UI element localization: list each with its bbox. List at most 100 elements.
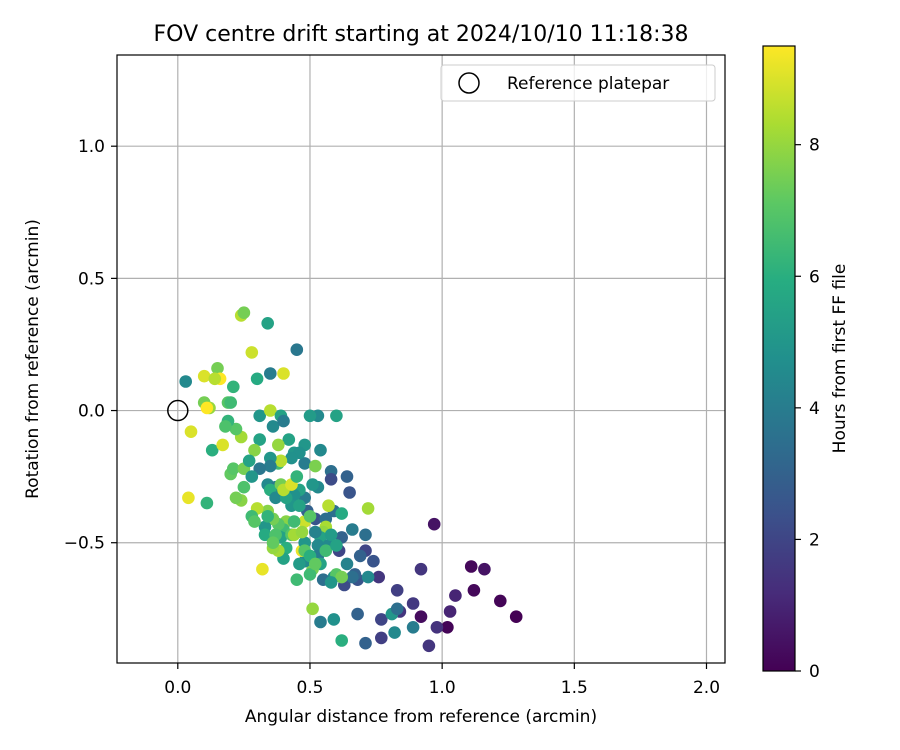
data-point — [264, 367, 277, 380]
data-point — [293, 499, 306, 512]
y-tick-label: −0.5 — [64, 534, 105, 554]
chart-title: FOV centre drift starting at 2024/10/10 … — [154, 22, 689, 47]
data-point — [303, 409, 317, 423]
data-point — [324, 473, 338, 486]
y-tick-label: 0.5 — [78, 269, 105, 289]
x-tick-label: 0.0 — [164, 678, 191, 698]
data-point — [245, 346, 259, 359]
data-point — [258, 528, 272, 542]
data-point — [256, 562, 269, 576]
data-point — [261, 317, 275, 330]
data-point — [309, 525, 322, 539]
data-point — [303, 510, 317, 523]
x-axis-ticks: 0.0 0.5 1.0 1.5 2.0 — [164, 663, 720, 698]
data-point — [295, 525, 309, 539]
data-point — [414, 562, 428, 576]
data-point — [478, 562, 491, 576]
data-point — [441, 621, 454, 634]
data-point — [211, 362, 224, 375]
data-point — [324, 576, 338, 589]
legend: Reference platepar — [440, 64, 716, 102]
data-point — [390, 584, 404, 597]
data-point — [208, 372, 222, 386]
data-point — [388, 626, 401, 639]
data-point — [277, 367, 290, 380]
colorbar-tick-label: 6 — [809, 267, 820, 287]
data-point — [227, 380, 240, 394]
data-point — [303, 568, 317, 581]
data-point — [245, 470, 259, 483]
data-point — [253, 409, 266, 423]
colorbar-ticks: 0 2 4 6 8 — [795, 136, 820, 682]
data-point — [309, 557, 322, 571]
data-point — [285, 451, 298, 465]
y-axis-label: Rotation from reference (arcmin) — [23, 219, 43, 499]
data-point — [237, 480, 251, 494]
data-point — [229, 491, 243, 505]
data-point — [264, 459, 277, 473]
data-point — [375, 631, 388, 645]
x-tick-label: 2.0 — [693, 678, 720, 698]
data-point — [290, 573, 304, 586]
data-point — [184, 425, 198, 439]
data-point — [293, 557, 306, 571]
data-point — [414, 610, 428, 623]
data-point — [359, 528, 372, 542]
data-point — [327, 613, 341, 626]
data-point — [359, 636, 372, 650]
data-point — [205, 443, 219, 457]
data-point — [351, 607, 364, 621]
data-point — [372, 570, 386, 584]
data-point — [298, 457, 312, 470]
y-tick-label: 0.0 — [78, 402, 105, 422]
data-point — [375, 613, 388, 626]
data-point — [449, 589, 462, 602]
colorbar-tick-label: 0 — [809, 662, 820, 682]
x-tick-label: 1.0 — [429, 678, 456, 698]
data-point — [335, 507, 349, 520]
y-tick-label: 1.0 — [78, 137, 105, 157]
legend-label: Reference platepar — [507, 74, 669, 94]
data-point — [237, 306, 251, 320]
data-point — [319, 544, 333, 557]
data-point — [227, 462, 240, 476]
data-point — [242, 454, 256, 468]
data-point — [430, 621, 444, 634]
data-point — [248, 443, 261, 457]
legend-marker-open-circle — [458, 72, 480, 94]
data-point — [353, 549, 367, 563]
colorbar-tick-label: 4 — [809, 399, 820, 419]
data-point — [346, 523, 359, 536]
data-point — [361, 502, 375, 515]
colorbar — [762, 45, 796, 672]
data-point — [324, 528, 338, 542]
data-point — [200, 496, 214, 510]
data-point — [253, 433, 266, 446]
data-point — [269, 491, 282, 505]
data-point — [330, 409, 343, 423]
data-point — [406, 597, 420, 610]
data-point — [266, 420, 280, 433]
plot-frame — [116, 54, 726, 664]
data-point — [494, 594, 507, 608]
data-point — [274, 454, 288, 468]
data-point — [346, 570, 359, 584]
data-point — [277, 414, 290, 428]
legend-box — [440, 64, 716, 102]
data-point — [335, 570, 349, 584]
data-point — [261, 510, 275, 523]
data-point — [250, 372, 264, 386]
data-point — [229, 422, 243, 436]
x-tick-label: 0.5 — [296, 678, 323, 698]
data-point — [309, 459, 322, 473]
data-point — [330, 539, 343, 552]
data-point — [314, 615, 327, 629]
data-point — [248, 515, 261, 528]
data-point — [290, 470, 304, 483]
grid — [117, 55, 725, 663]
data-point — [322, 499, 335, 512]
data-point — [343, 486, 356, 499]
data-point — [264, 404, 277, 417]
data-point — [367, 554, 380, 568]
